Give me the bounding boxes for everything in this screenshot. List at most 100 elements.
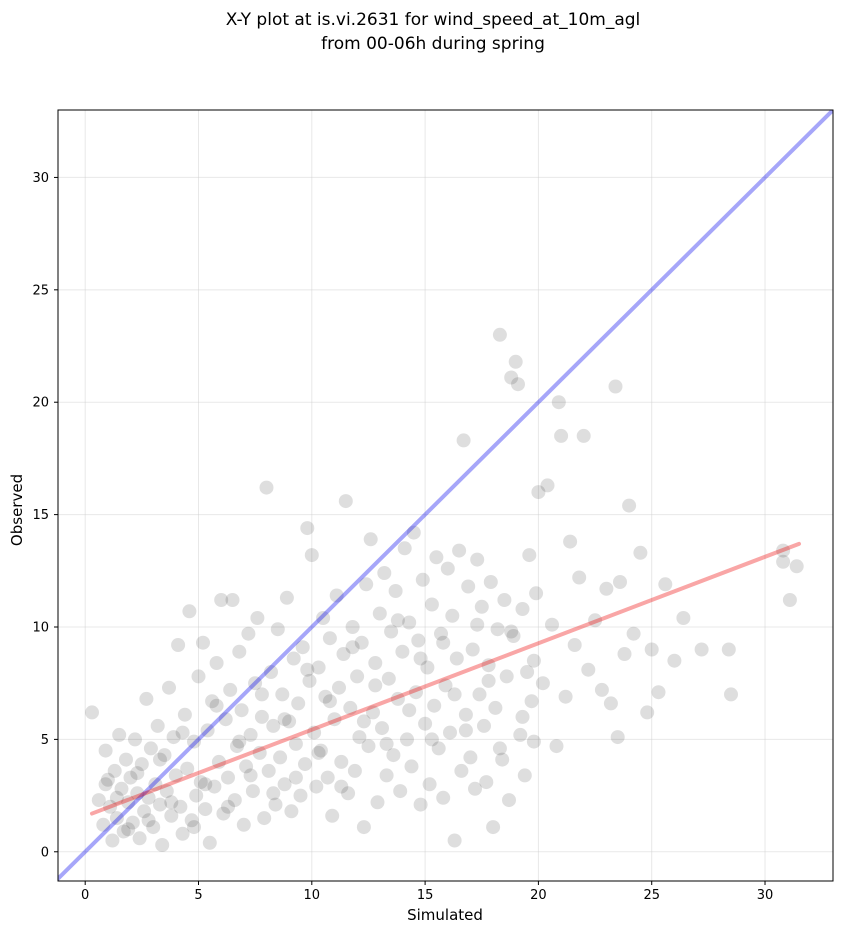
data-point	[343, 700, 358, 715]
data-point	[139, 691, 154, 706]
data-point	[359, 577, 374, 592]
data-point	[300, 521, 315, 536]
data-point	[85, 705, 99, 720]
data-point	[322, 631, 337, 646]
data-point	[250, 611, 265, 625]
data-point	[354, 635, 369, 650]
data-point	[114, 781, 129, 796]
data-point	[311, 660, 326, 675]
data-point	[105, 833, 120, 848]
data-point	[422, 777, 437, 792]
data-point	[613, 575, 627, 589]
data-point	[121, 795, 136, 810]
data-point	[277, 712, 292, 727]
data-point	[782, 593, 797, 607]
data-point	[356, 714, 371, 729]
data-point	[465, 642, 480, 657]
data-point	[141, 790, 156, 805]
data-point	[202, 835, 217, 850]
data-point	[98, 743, 113, 758]
data-point	[200, 723, 215, 738]
data-point	[221, 770, 235, 785]
data-point	[334, 754, 349, 769]
data-point	[554, 428, 569, 443]
data-point	[404, 759, 419, 774]
data-point	[526, 653, 541, 668]
data-point	[150, 718, 165, 733]
data-point	[91, 793, 106, 808]
data-point	[454, 763, 469, 778]
data-point	[458, 707, 473, 722]
data-point	[440, 561, 455, 576]
data-point	[413, 797, 428, 812]
data-point	[572, 570, 587, 585]
data-point	[447, 833, 462, 848]
data-point	[311, 745, 326, 760]
data-point	[130, 786, 145, 801]
x-tick-label: 5	[194, 888, 202, 903]
data-point	[610, 730, 625, 745]
data-point	[445, 608, 460, 623]
data-point	[293, 788, 308, 803]
data-point	[236, 817, 251, 832]
data-point	[545, 617, 559, 632]
data-point	[109, 811, 124, 826]
data-point	[341, 786, 356, 801]
data-point	[508, 354, 523, 369]
data-point	[381, 671, 396, 686]
data-point	[622, 498, 637, 513]
reference-lines	[58, 110, 833, 881]
data-point	[490, 622, 505, 637]
data-point	[284, 804, 299, 819]
data-point	[248, 676, 263, 691]
data-point	[175, 826, 190, 841]
x-axis-ticks: 0 5 10 15 20 25 30	[81, 881, 773, 903]
data-point	[449, 651, 464, 666]
data-point	[356, 820, 371, 835]
data-point	[232, 734, 247, 749]
data-point	[184, 813, 199, 828]
data-point	[254, 687, 269, 702]
chart-subtitle: from 00-06h during spring	[321, 34, 545, 54]
data-point	[411, 633, 426, 648]
data-point	[395, 644, 410, 659]
data-point	[198, 802, 213, 817]
data-point	[143, 741, 158, 756]
data-point	[520, 665, 535, 679]
data-point	[164, 808, 179, 823]
data-point	[211, 754, 226, 769]
data-point	[146, 820, 161, 835]
data-point	[162, 680, 176, 695]
data-point	[388, 584, 403, 598]
y-tick-label: 10	[32, 620, 49, 635]
data-point	[159, 784, 174, 799]
data-point	[497, 593, 512, 607]
data-point	[402, 615, 417, 630]
data-point	[488, 700, 503, 715]
data-point	[481, 673, 496, 688]
data-point	[288, 736, 303, 751]
data-point	[377, 566, 392, 580]
data-point	[332, 680, 346, 695]
x-tick-label: 20	[530, 888, 547, 903]
data-point	[558, 689, 573, 704]
data-point	[402, 703, 417, 718]
data-point	[227, 793, 242, 808]
data-point	[390, 691, 405, 706]
data-point	[187, 734, 201, 749]
data-point	[472, 687, 487, 702]
data-point	[431, 741, 446, 756]
data-point	[424, 732, 439, 747]
data-point	[626, 626, 641, 641]
data-point	[540, 478, 555, 493]
data-point	[334, 779, 349, 794]
data-point	[347, 763, 362, 778]
data-point	[438, 678, 453, 693]
data-point	[268, 797, 283, 812]
data-point	[232, 644, 247, 659]
data-point	[379, 768, 394, 783]
data-point	[153, 752, 167, 767]
data-point	[193, 775, 208, 790]
y-axis-ticks: 0 5 10 15 20 25 30	[32, 171, 58, 860]
data-point	[298, 757, 312, 772]
